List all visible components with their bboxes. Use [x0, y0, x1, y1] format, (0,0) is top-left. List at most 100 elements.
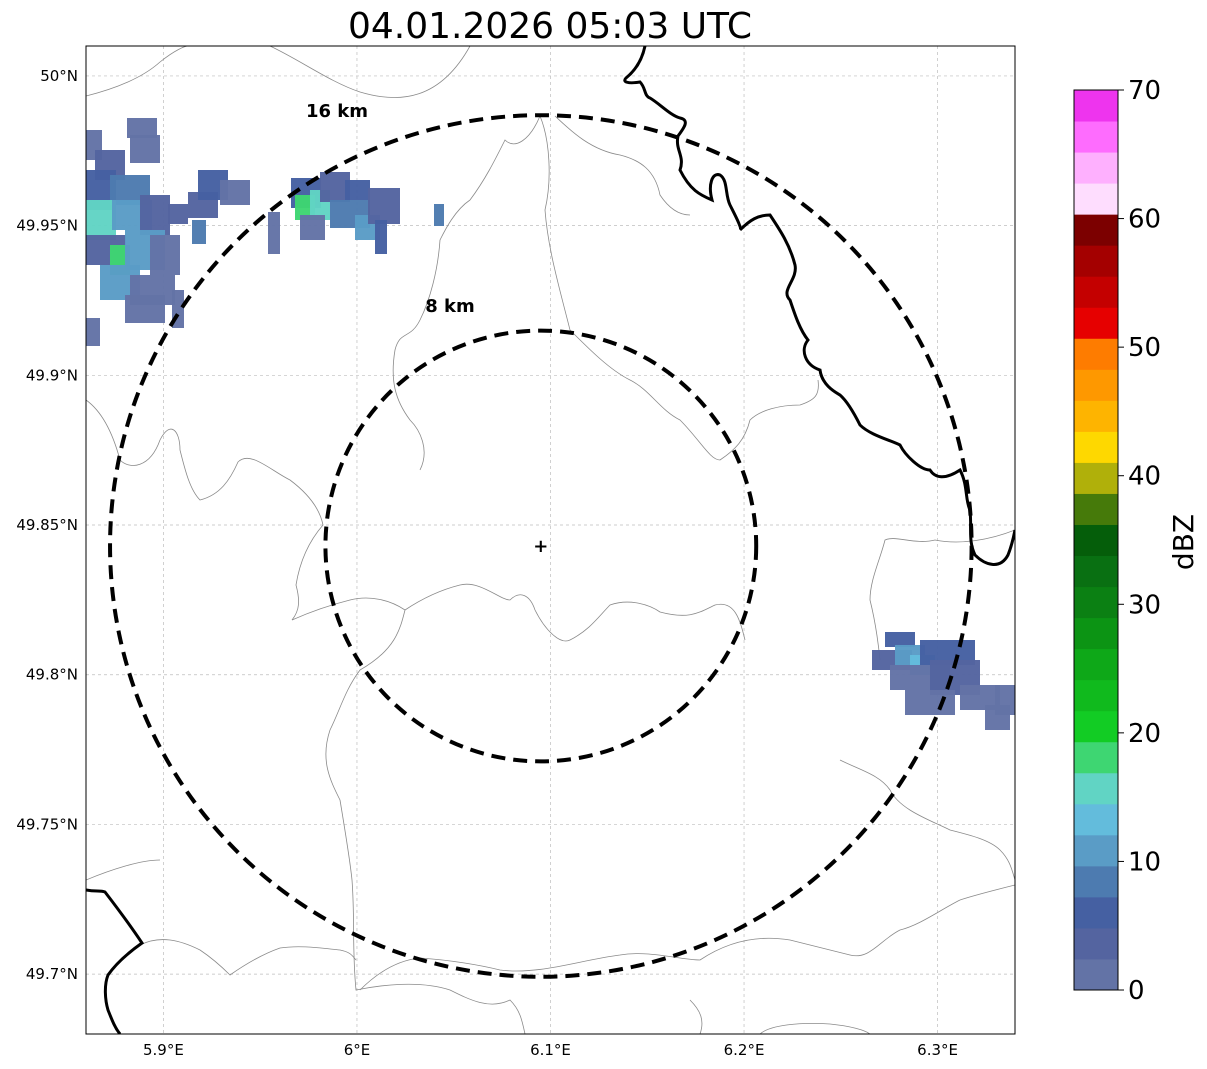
colorbar-band — [1074, 431, 1118, 463]
lon-tick-label: 5.9°E — [143, 1041, 184, 1059]
colorbar-band — [1074, 90, 1118, 122]
colorbar-band — [1074, 772, 1118, 805]
lon-tick-label: 6.1°E — [530, 1041, 571, 1059]
admin-boundary — [359, 899, 961, 991]
echo-cluster-northwest — [86, 118, 250, 346]
echo-cell — [150, 235, 180, 275]
colorbar-band — [1074, 834, 1118, 867]
admin-boundary — [554, 115, 691, 216]
echo-cell — [127, 118, 157, 138]
admin-boundary — [689, 999, 703, 1034]
admin-boundary — [139, 939, 357, 976]
echo-cell — [86, 200, 116, 240]
echo-cell — [130, 135, 160, 163]
lon-tick-label: 6.2°E — [724, 1041, 765, 1059]
admin-boundary — [86, 399, 324, 621]
longitude-tick-labels: 5.9°E 6°E 6.1°E 6.2°E 6.3°E — [143, 1041, 958, 1059]
echo-cell — [168, 204, 188, 224]
colorbar: 0 10 20 30 40 50 60 70 dBZ — [1073, 76, 1200, 1006]
colorbar-band — [1074, 524, 1118, 557]
echo-cell — [985, 705, 1010, 730]
lat-tick-label: 49.85°N — [16, 516, 78, 534]
colorbar-band — [1074, 121, 1118, 153]
colorbar-band — [1074, 741, 1118, 774]
colorbar-tick-labels: 0 10 20 30 40 50 60 70 — [1118, 76, 1161, 1006]
echo-cluster-east — [872, 632, 1015, 730]
range-ring-8km — [323, 328, 759, 764]
echo-cell — [140, 195, 170, 235]
colorbar-band — [1074, 958, 1118, 991]
lat-tick-label: 49.9°N — [26, 366, 78, 384]
lat-tick-label: 49.95°N — [16, 217, 78, 235]
colorbar-band — [1074, 927, 1118, 960]
colorbar-band — [1074, 400, 1118, 432]
admin-boundary — [959, 884, 1015, 901]
colorbar-label: dBZ — [1167, 514, 1200, 570]
lat-tick-label: 49.7°N — [26, 965, 78, 983]
colorbar-band — [1074, 493, 1118, 525]
colorbar-tick-label: 10 — [1128, 847, 1161, 877]
admin-boundary — [325, 609, 526, 1034]
echo-cell — [268, 212, 280, 254]
colorbar-tick-label: 20 — [1128, 719, 1161, 749]
colorbar-band — [1074, 648, 1118, 681]
latitude-tick-labels: 50°N 49.95°N 49.9°N 49.85°N 49.8°N 49.75°N 49.… — [16, 67, 78, 983]
colorbar-band — [1074, 152, 1118, 184]
colorbar-tick-label: 0 — [1128, 976, 1145, 1006]
admin-boundary — [392, 115, 541, 471]
range-ring-label-8km: 8 km — [425, 296, 475, 317]
lon-tick-label: 6.3°E — [917, 1041, 958, 1059]
map-panel: + 16 km 8 km 5.9°E 6°E 6.1°E 6.2°E 6.3°E 50°… — [16, 45, 1016, 1059]
echo-cell — [192, 220, 206, 244]
echo-cell — [86, 318, 100, 346]
admin-boundary — [869, 529, 1015, 661]
national-borders — [86, 46, 1015, 1034]
echo-cell — [125, 295, 165, 323]
range-ring-16km — [108, 113, 974, 979]
admin-boundary — [86, 46, 189, 97]
national-border — [86, 888, 145, 1034]
colorbar-band — [1074, 679, 1118, 712]
lat-tick-label: 49.75°N — [16, 815, 78, 833]
lon-tick-label: 6°E — [344, 1041, 371, 1059]
echo-cell — [434, 204, 444, 226]
colorbar-band — [1074, 586, 1118, 619]
colorbar-band — [1074, 276, 1118, 308]
admin-boundary — [291, 583, 746, 642]
colorbar-band — [1074, 307, 1118, 339]
admin-boundary — [86, 859, 161, 881]
echo-cell — [345, 180, 370, 200]
echo-cell — [368, 188, 400, 224]
colorbar-tick-label: 60 — [1128, 205, 1161, 235]
range-ring-label-16km: 16 km — [306, 101, 368, 122]
admin-boundary — [839, 759, 1015, 881]
colorbar-band — [1074, 183, 1118, 215]
echo-cluster-north — [268, 172, 444, 254]
lat-tick-label: 49.8°N — [26, 666, 78, 684]
colorbar-band — [1074, 369, 1118, 401]
colorbar-band — [1074, 555, 1118, 588]
echo-cell — [885, 632, 915, 647]
reflectivity-echoes — [86, 118, 1015, 730]
colorbar-bands — [1074, 90, 1118, 991]
echo-cell — [375, 220, 387, 254]
admin-boundary — [269, 46, 471, 98]
colorbar-tick-label: 50 — [1128, 333, 1161, 363]
colorbar-band — [1074, 617, 1118, 650]
colorbar-band — [1074, 803, 1118, 836]
radar-site-marker: + — [533, 536, 548, 557]
colorbar-band — [1074, 214, 1118, 246]
map-title: 04.01.2026 05:03 UTC — [348, 6, 752, 47]
colorbar-tick-label: 40 — [1128, 462, 1161, 492]
echo-cell — [220, 180, 250, 205]
national-border — [623, 46, 1015, 566]
colorbar-band — [1074, 462, 1118, 494]
colorbar-band — [1074, 710, 1118, 743]
lat-tick-label: 50°N — [40, 67, 78, 85]
admin-boundaries — [86, 46, 1015, 1034]
colorbar-tick-label: 30 — [1128, 590, 1161, 620]
echo-cell — [905, 690, 955, 715]
colorbar-band — [1074, 896, 1118, 929]
gridlines — [86, 46, 1015, 1034]
